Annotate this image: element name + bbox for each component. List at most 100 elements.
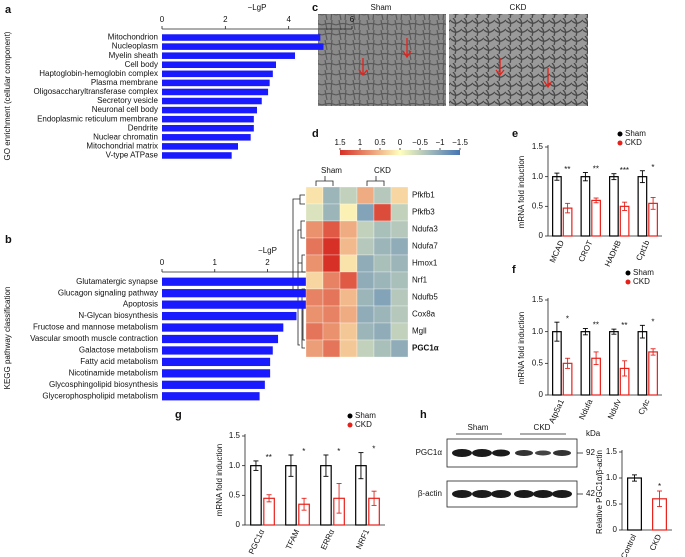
heatmap-cell (373, 271, 392, 290)
error-bar (650, 196, 656, 210)
error-bar (288, 454, 294, 477)
heatmap-cell (356, 305, 375, 324)
colorbar-tick-label: −1.5 (452, 138, 468, 147)
error-bar (582, 172, 588, 182)
heatmap-cell (322, 237, 341, 256)
category-label: Nuclear chromatin (93, 132, 158, 141)
x-tick-label: MCAD (548, 239, 566, 264)
legend-marker (347, 413, 353, 419)
heatmap-cell (305, 288, 324, 307)
bar (162, 115, 254, 123)
colorbar-tick-label: 1.5 (334, 138, 346, 147)
y-axis-title: mRNA fold induction (517, 312, 526, 384)
heatmap-cell (339, 339, 358, 358)
bar (162, 79, 270, 87)
colorbar (340, 150, 460, 155)
bar (162, 346, 273, 355)
heatmap-cell (356, 186, 375, 205)
heatmap-cell (322, 254, 341, 273)
legend-label: Sham (625, 129, 646, 138)
error-bar (358, 452, 364, 480)
group-label: Sham (321, 166, 342, 175)
band-label: β-actin (418, 489, 442, 498)
significance: ** (564, 165, 570, 174)
error-bar (639, 324, 645, 339)
bar (162, 392, 260, 401)
category-label: Haptoglobin-hemoglobin complex (39, 69, 158, 78)
panel-label: e (512, 128, 518, 140)
heatmap-cell (339, 271, 358, 290)
x-tick-label: Cpt1b (634, 238, 651, 262)
significance: *** (620, 166, 629, 175)
heatmap-cell (339, 305, 358, 324)
row-label: Pfkfb1 (412, 191, 435, 200)
y-tick-label: 0 (539, 390, 544, 399)
category-label: Neuronal cell body (92, 105, 158, 114)
arrows (358, 38, 553, 89)
category-label: Nicotinamide metabolism (69, 368, 159, 377)
bar (580, 176, 591, 237)
bar (162, 277, 334, 286)
bar (552, 176, 562, 237)
bar (250, 465, 262, 526)
heatmap-cell (339, 203, 358, 222)
significance: ** (621, 321, 627, 330)
category-label: Plasma membrane (91, 78, 159, 87)
bar (162, 300, 310, 309)
bar (162, 61, 276, 69)
panel-label: c (312, 2, 318, 14)
row-label: Mgll (412, 327, 427, 336)
heatmap-cell (356, 322, 375, 341)
image-label: Sham (371, 3, 392, 12)
heatmap-cell (390, 220, 409, 239)
x-tick-label: Cytc (637, 398, 652, 416)
panel-label: f (512, 264, 516, 276)
x-tick-label: Control (619, 533, 638, 557)
heatmap-cell (339, 322, 358, 341)
heatmap-cell (373, 203, 392, 222)
heatmap-cell (322, 305, 341, 324)
heatmap-cell (373, 254, 392, 273)
y-tick-label: 1.5 (606, 447, 618, 456)
heatmap-cell (373, 339, 392, 358)
heatmap-cell (305, 186, 324, 205)
category-label: N-Glycan biosynthesis (78, 311, 158, 320)
row-label: Ndufa7 (412, 242, 438, 251)
legend-marker (625, 279, 631, 285)
panel-label: b (5, 234, 12, 246)
group-label: CKD (534, 423, 551, 432)
bar (162, 380, 265, 389)
x-tick-label: Ndufa (577, 397, 594, 421)
category-label: Mitochondrial matrix (86, 142, 158, 151)
unit-label: kDa (586, 429, 601, 438)
heatmap-cell (322, 339, 341, 358)
heatmap-cell (356, 339, 375, 358)
error-bar (301, 497, 307, 511)
error-bar (622, 360, 628, 377)
bar (162, 323, 284, 332)
heatmap-cell (390, 203, 409, 222)
group-label: CKD (374, 166, 391, 175)
error-bar (611, 173, 617, 181)
y-axis-title: mRNA fold induction (517, 156, 526, 228)
y-tick-label: 1.5 (532, 142, 544, 151)
bar (591, 199, 601, 237)
bands (452, 449, 572, 498)
y-tick-label: 0.5 (606, 499, 618, 508)
error-bar (650, 348, 656, 356)
y-tick-label: 0.5 (532, 201, 544, 210)
legend-marker (625, 270, 631, 276)
error-bar (253, 460, 259, 471)
significance: * (337, 447, 340, 456)
row-label: Hmox1 (412, 259, 438, 268)
significance: * (658, 482, 661, 491)
y-tick-label: 1.0 (229, 461, 241, 470)
error-bar (657, 490, 662, 508)
error-bar (565, 357, 571, 369)
category-label: Glucagon signaling pathway (58, 288, 158, 297)
heatmap-cell (390, 271, 409, 290)
category-label: Endoplasmic reticulum membrane (37, 114, 158, 123)
y-axis-title: GO enrichment (cellular component) (3, 31, 12, 160)
error-bar (593, 351, 599, 366)
x-tick-label: 0 (160, 15, 165, 24)
